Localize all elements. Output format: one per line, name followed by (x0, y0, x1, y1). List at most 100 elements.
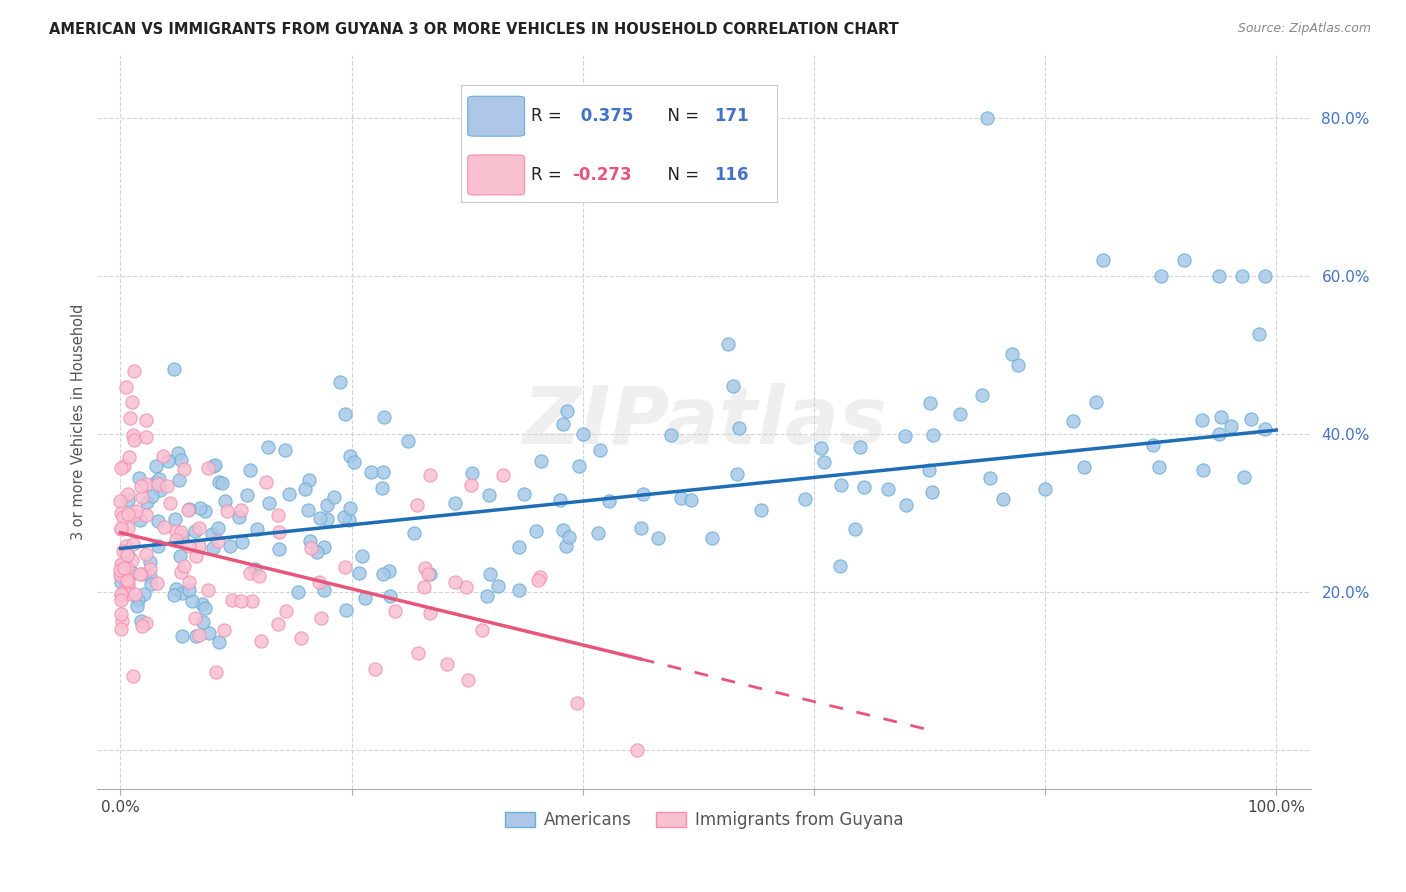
Point (406, 646, 429, 660)
Point (1073, 459, 1095, 474)
Point (371, 566, 394, 581)
Point (588, 525, 610, 540)
Point (163, 361, 186, 376)
Point (343, 455, 366, 469)
Point (197, 626, 219, 640)
Point (129, 478, 152, 492)
Point (529, 570, 551, 584)
Point (110, 588, 132, 602)
Point (114, 575, 136, 590)
Point (110, 575, 132, 590)
Point (444, 495, 467, 509)
Point (558, 530, 581, 544)
Point (267, 616, 290, 631)
Point (1211, 409, 1233, 424)
Point (165, 582, 187, 597)
Point (221, 593, 243, 607)
Point (169, 473, 191, 487)
Point (475, 590, 498, 604)
Point (111, 614, 134, 628)
Point (180, 594, 202, 608)
Point (659, 428, 682, 442)
Point (894, 499, 917, 513)
Point (1001, 347, 1024, 361)
Point (589, 442, 612, 457)
Point (647, 531, 669, 545)
Point (813, 455, 835, 469)
Point (117, 574, 139, 589)
Point (250, 634, 273, 648)
Point (167, 445, 190, 459)
Point (273, 443, 295, 458)
Point (551, 417, 574, 431)
Point (184, 629, 207, 643)
Point (508, 540, 530, 554)
Point (184, 611, 207, 625)
Point (114, 584, 136, 599)
Point (125, 504, 148, 518)
Point (169, 549, 191, 563)
Point (127, 593, 149, 607)
Point (716, 337, 738, 351)
Point (170, 586, 193, 600)
Point (976, 112, 998, 126)
Point (315, 498, 337, 512)
Point (194, 600, 217, 615)
Point (149, 483, 172, 497)
Point (555, 539, 578, 553)
Point (115, 548, 138, 562)
Point (918, 395, 941, 409)
Point (1208, 427, 1230, 442)
Point (212, 623, 235, 637)
Point (572, 427, 595, 442)
Point (1247, 327, 1270, 342)
Point (124, 364, 146, 378)
Point (337, 512, 360, 526)
Text: Source: ZipAtlas.com: Source: ZipAtlas.com (1237, 22, 1371, 36)
Point (979, 471, 1001, 485)
Point (335, 603, 357, 617)
Point (239, 463, 262, 477)
Point (631, 486, 654, 500)
Point (122, 566, 145, 580)
Point (110, 506, 132, 520)
Point (297, 502, 319, 516)
Point (187, 628, 209, 642)
Point (135, 508, 157, 522)
Point (110, 607, 132, 622)
Point (125, 599, 148, 613)
Point (626, 743, 648, 757)
Point (170, 452, 193, 467)
Point (131, 490, 153, 504)
Point (384, 604, 406, 618)
Point (312, 582, 335, 597)
Point (669, 491, 692, 505)
Point (259, 496, 281, 510)
Point (243, 562, 266, 576)
Point (513, 487, 536, 501)
Point (110, 562, 132, 576)
Point (309, 611, 332, 625)
Point (122, 428, 145, 442)
Point (991, 491, 1014, 506)
Point (436, 657, 458, 672)
Point (1254, 269, 1277, 284)
Point (419, 566, 441, 581)
Point (207, 533, 229, 548)
Point (145, 475, 167, 489)
Point (188, 501, 211, 516)
Point (177, 539, 200, 553)
Point (305, 545, 328, 559)
Point (165, 533, 187, 547)
Point (830, 478, 852, 492)
Point (290, 632, 312, 646)
Point (202, 541, 225, 555)
Point (110, 623, 132, 637)
Point (163, 588, 186, 602)
Point (312, 540, 335, 554)
Point (508, 583, 530, 598)
Point (457, 673, 479, 688)
Point (371, 465, 394, 479)
Point (204, 458, 226, 472)
Point (970, 388, 993, 402)
